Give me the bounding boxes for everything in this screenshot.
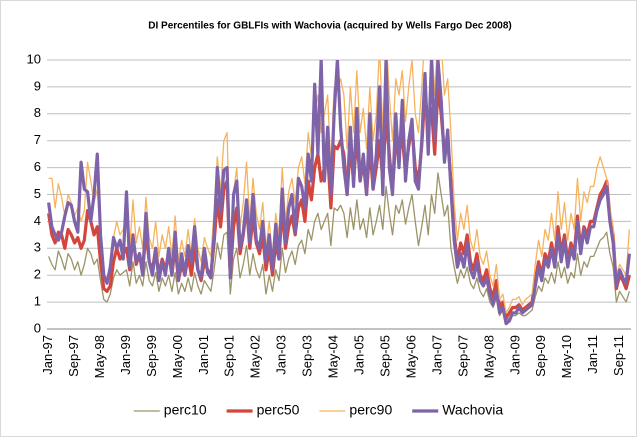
series-line [48, 172, 631, 322]
x-tick-label: Sep-09 [533, 335, 548, 377]
x-tick-label: Jan-01 [196, 335, 211, 375]
y-tick-label: 6 [34, 159, 41, 174]
y-tick-label: 9 [34, 78, 41, 93]
y-tick-label: 2 [34, 267, 41, 282]
x-tick-label: Jan-07 [429, 335, 444, 375]
x-tick-label: Jan-99 [118, 335, 133, 375]
legend-label: Wachovia [442, 402, 503, 418]
x-tick-label: Sep-97 [66, 335, 81, 377]
y-tick-label: 5 [34, 186, 41, 201]
x-tick-label: Jan-09 [507, 335, 522, 375]
x-tick-label: Jan-97 [40, 335, 55, 375]
y-tick-label: 8 [34, 105, 41, 120]
x-tick-label: Jan-05 [352, 335, 367, 375]
y-tick-label: 7 [34, 132, 41, 147]
y-tick-label: 3 [34, 240, 41, 255]
x-tick-label: May-06 [403, 335, 418, 378]
x-tick-label: Jan-03 [274, 335, 289, 375]
legend: perc10 perc50 perc90 Wachovia [133, 402, 503, 418]
x-tick-label: May-08 [481, 335, 496, 378]
x-tick-label: Sep-99 [144, 335, 159, 377]
x-tick-label: May-98 [92, 335, 107, 378]
x-tick-label: Sep-07 [455, 335, 470, 377]
y-tick-label: 1 [34, 294, 41, 309]
legend-label: perc50 [257, 402, 300, 418]
x-tick-label: Sep-03 [300, 335, 315, 377]
plot-area [47, 60, 631, 326]
x-tick-label: Sep-11 [611, 335, 626, 376]
y-tick-label: 10 [27, 51, 41, 66]
x-tick-label: Sep-05 [377, 335, 392, 377]
legend-label: perc90 [349, 402, 392, 418]
legend-label: perc10 [164, 402, 207, 418]
series-line [47, 60, 631, 326]
axis-labels: 0 1 2 3 4 5 6 7 8 9 10 Jan-97 Sep-97 May-98 Jan-99 Sep-… [27, 51, 627, 378]
y-tick-label: 4 [34, 213, 41, 228]
x-tick-label: May-00 [170, 335, 185, 378]
x-tick-label: May-10 [559, 335, 574, 378]
x-tick-label: Jan-11 [585, 335, 600, 374]
chart-title: DI Percentiles for GBLFIs with Wachovia … [148, 21, 511, 32]
y-tick-label: 0 [34, 320, 41, 335]
x-tick-label: May-04 [326, 335, 341, 378]
x-tick-label: Sep-01 [222, 335, 237, 377]
x-tick-label: May-02 [248, 335, 263, 378]
